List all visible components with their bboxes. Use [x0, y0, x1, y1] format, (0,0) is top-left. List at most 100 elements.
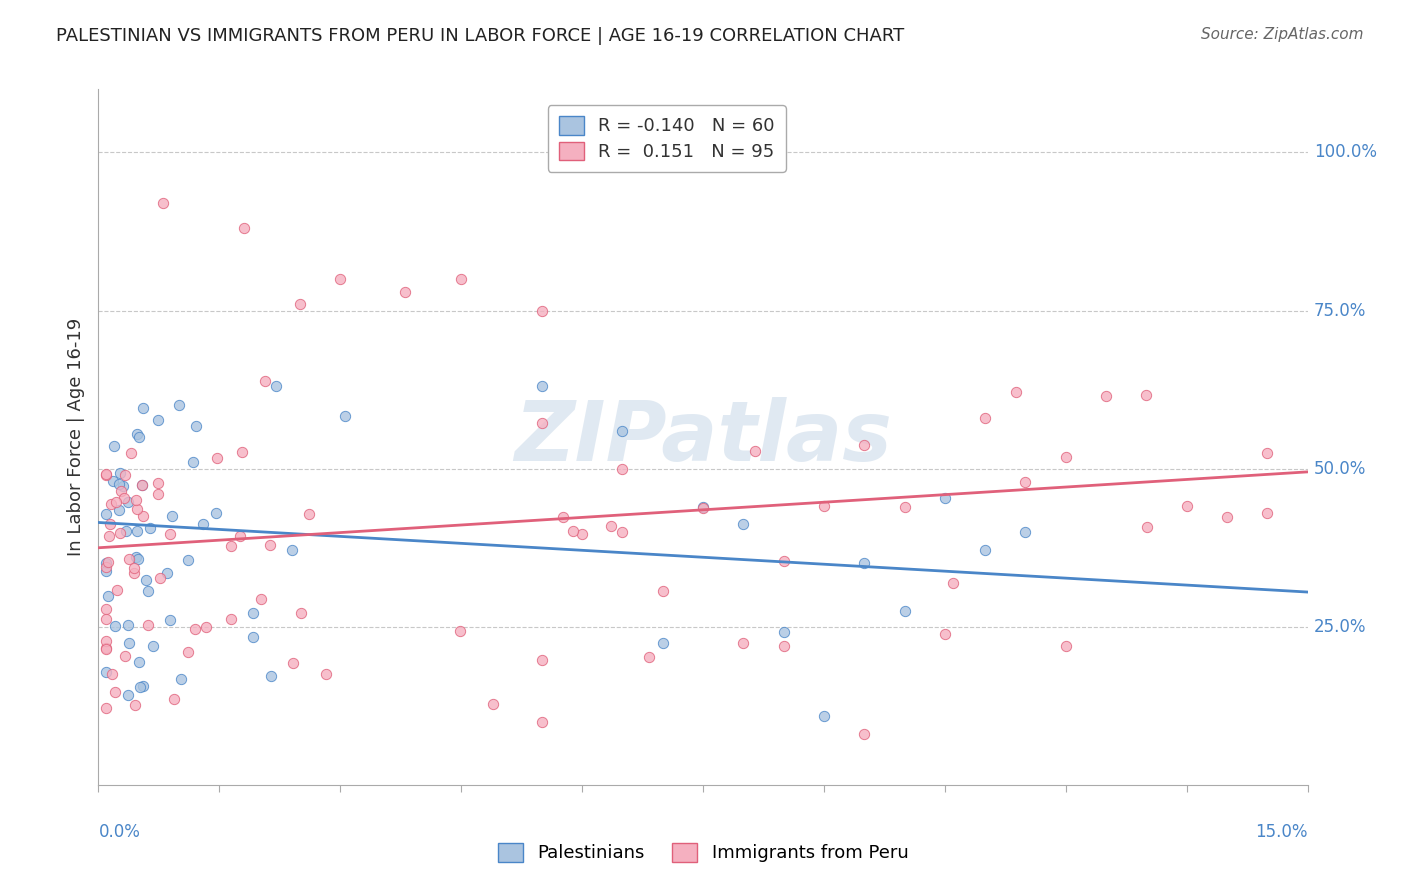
Point	[733, 516, 755, 531]
Point	[156, 566, 179, 581]
Text: 25.0%: 25.0%	[1313, 618, 1367, 636]
Point	[124, 698, 146, 712]
Point	[893, 604, 915, 618]
Point	[136, 584, 159, 599]
Point	[117, 495, 139, 509]
Point	[612, 461, 634, 475]
Point	[96, 560, 118, 574]
Point	[934, 627, 956, 641]
Point	[120, 446, 142, 460]
Point	[110, 466, 132, 480]
Point	[184, 419, 207, 434]
Point	[531, 416, 554, 430]
Point	[530, 379, 553, 393]
Point	[253, 374, 276, 388]
Point	[612, 425, 634, 439]
Point	[163, 691, 186, 706]
Point	[692, 501, 714, 516]
Point	[127, 552, 149, 566]
Point	[394, 285, 416, 299]
Point	[692, 500, 714, 514]
Point	[942, 576, 965, 591]
Point	[132, 508, 155, 523]
Point	[177, 644, 200, 658]
Point	[183, 622, 205, 636]
Point	[103, 474, 125, 488]
Text: 75.0%: 75.0%	[1313, 301, 1367, 319]
Point	[772, 639, 794, 653]
Point	[1175, 499, 1198, 513]
Point	[100, 497, 122, 511]
Point	[571, 527, 593, 541]
Point	[530, 303, 553, 318]
Point	[288, 297, 311, 311]
Point	[103, 685, 125, 699]
Point	[813, 708, 835, 723]
Point	[329, 272, 352, 286]
Point	[97, 529, 120, 543]
Point	[221, 612, 243, 626]
Point	[96, 507, 118, 521]
Point	[136, 618, 159, 632]
Point	[96, 467, 118, 482]
Point	[118, 552, 141, 566]
Point	[149, 570, 172, 584]
Point	[159, 527, 181, 541]
Text: PALESTINIAN VS IMMIGRANTS FROM PERU IN LABOR FORCE | AGE 16-19 CORRELATION CHART: PALESTINIAN VS IMMIGRANTS FROM PERU IN L…	[56, 27, 904, 45]
Point	[132, 679, 155, 693]
Point	[127, 524, 149, 538]
Point	[1054, 639, 1077, 653]
Point	[193, 516, 215, 531]
Point	[96, 564, 118, 578]
Text: 0.0%: 0.0%	[98, 823, 141, 841]
Point	[853, 556, 876, 570]
Point	[138, 521, 160, 535]
Point	[221, 539, 243, 553]
Point	[131, 478, 153, 492]
Point	[229, 529, 252, 543]
Text: 50.0%: 50.0%	[1313, 459, 1367, 478]
Point	[1095, 389, 1118, 403]
Point	[125, 502, 148, 516]
Point	[98, 517, 121, 532]
Point	[124, 566, 146, 580]
Point	[1014, 475, 1036, 490]
Point	[1005, 385, 1028, 400]
Point	[131, 478, 153, 492]
Point	[853, 727, 876, 741]
Point	[96, 612, 118, 626]
Point	[260, 669, 283, 683]
Point	[129, 681, 152, 695]
Point	[974, 411, 997, 425]
Point	[142, 640, 165, 654]
Point	[449, 624, 471, 639]
Point	[110, 483, 132, 498]
Point	[108, 476, 131, 491]
Point	[553, 510, 575, 524]
Point	[96, 640, 118, 655]
Point	[242, 630, 264, 644]
Point	[111, 478, 134, 492]
Point	[96, 701, 118, 715]
Point	[1256, 446, 1278, 460]
Text: 100.0%: 100.0%	[1313, 144, 1376, 161]
Point	[612, 525, 634, 540]
Point	[114, 467, 136, 482]
Point	[1054, 450, 1077, 464]
Point	[181, 455, 204, 469]
Point	[207, 451, 229, 466]
Point	[96, 665, 118, 679]
Point	[298, 507, 321, 521]
Point	[853, 438, 876, 452]
Point	[744, 443, 766, 458]
Point	[115, 524, 138, 539]
Point	[638, 650, 661, 665]
Point	[112, 491, 135, 505]
Point	[152, 196, 174, 211]
Point	[259, 538, 281, 552]
Point	[108, 525, 131, 540]
Point	[160, 509, 183, 524]
Legend: Palestinians, Immigrants from Peru: Palestinians, Immigrants from Peru	[491, 836, 915, 870]
Point	[177, 553, 200, 567]
Point	[96, 642, 118, 657]
